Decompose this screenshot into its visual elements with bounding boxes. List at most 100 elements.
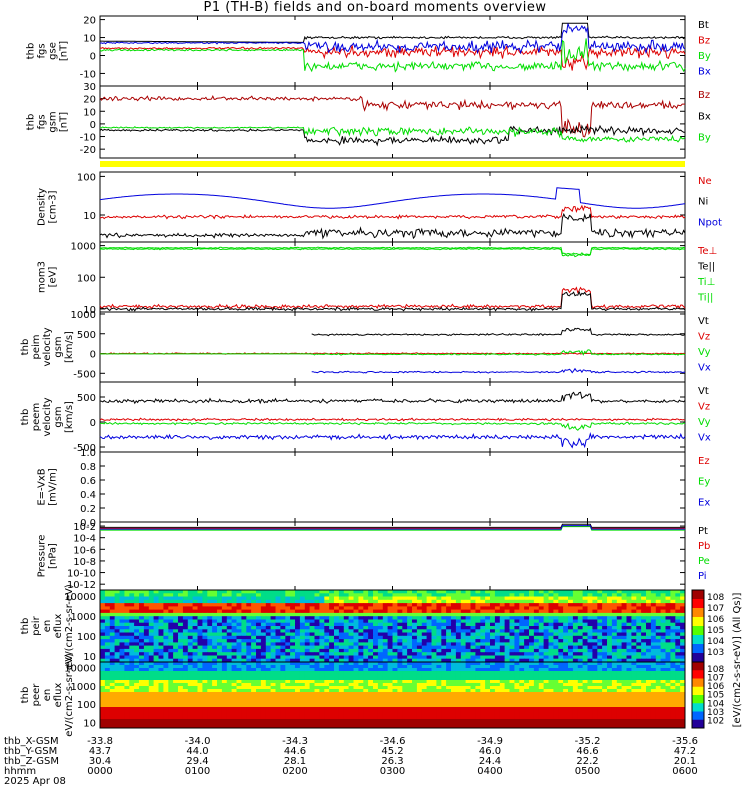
legend-entry: Npot bbox=[698, 217, 722, 228]
y-tick-label: 1000 bbox=[71, 682, 96, 693]
panel-10: thbpeerenefluxeV/(cm2-s-sr-eV)10000 1000 1… bbox=[20, 653, 724, 737]
y-tick-label: 0 bbox=[90, 350, 96, 361]
panel-3: Density[cm-3] 100 10 Ne Ni Npot bbox=[37, 171, 722, 243]
colorbar-segment bbox=[692, 662, 704, 671]
y-tick-label: 10-4 bbox=[73, 534, 96, 545]
legend-entry: Te|| bbox=[697, 262, 715, 273]
y-tick-label: 0.6 bbox=[80, 476, 96, 487]
y-tick-label: 10-2 bbox=[73, 522, 96, 533]
colorbar-unit-label: [eV/(cm2-s-sr-eV)] (All Qs)] bbox=[732, 592, 743, 727]
panel-frame bbox=[99, 451, 686, 523]
legend-entry: Ne bbox=[698, 176, 712, 187]
y-tick-label: 10-8 bbox=[73, 557, 96, 568]
y-tick-label: 0.0 bbox=[80, 518, 96, 529]
legend-entry: Pb bbox=[698, 541, 710, 552]
colorbar-segment bbox=[692, 617, 704, 627]
y-tick-label: -10 bbox=[80, 69, 96, 80]
y-axis-label: thbfgsgse[nT] bbox=[26, 41, 70, 61]
panel-frame bbox=[99, 171, 686, 243]
y-tick-label: 10000 bbox=[64, 664, 96, 675]
y-tick-label: -10 bbox=[80, 133, 96, 144]
time-axis-value: 0100 bbox=[185, 766, 210, 777]
date-label: 2025 Apr 08 bbox=[4, 776, 66, 787]
colorbar-segment bbox=[692, 703, 704, 712]
legend-entry: Ex bbox=[698, 497, 710, 508]
colorbar-tick-label: 103 bbox=[707, 708, 724, 718]
legend-entry: Pi bbox=[698, 571, 707, 582]
series-line bbox=[100, 523, 685, 528]
y-tick-label: 20 bbox=[83, 95, 96, 106]
legend-entry: By bbox=[698, 133, 711, 144]
colorbar-tick-label: 102 bbox=[707, 716, 724, 726]
legend-entry: Vz bbox=[698, 402, 710, 413]
time-axis-value: -35.2 bbox=[575, 736, 601, 747]
series-line bbox=[99, 247, 686, 258]
colorbar-tick-label: 105 bbox=[707, 626, 724, 636]
colorbar-tick-label: 106 bbox=[707, 682, 724, 692]
legend-entry: Vt bbox=[698, 316, 709, 327]
panel-5: thbpeimvelocitygsm[km/s] 1000 500 0 -500 Vt Vz… bbox=[20, 310, 711, 383]
time-axis-value: 29.4 bbox=[186, 756, 208, 767]
y-tick-label: 10 bbox=[83, 211, 96, 222]
legend-entry: Vz bbox=[698, 332, 710, 343]
colorbar-segment bbox=[692, 695, 704, 704]
time-axis-value: 24.4 bbox=[479, 756, 501, 767]
time-axis-row-label: thb_Z-GSM bbox=[4, 756, 59, 767]
time-axis-value: 45.2 bbox=[381, 746, 403, 757]
series-line bbox=[99, 95, 686, 138]
series-line bbox=[99, 421, 686, 431]
time-axis-row-label: thb_Y-GSM bbox=[4, 746, 57, 757]
colorbar-tick-label: 104 bbox=[707, 637, 724, 647]
time-axis-value: 0400 bbox=[477, 766, 502, 777]
y-tick-label: 10-12 bbox=[67, 580, 96, 591]
colorbar-segment bbox=[692, 644, 704, 654]
y-tick-label: 1000 bbox=[71, 242, 96, 253]
time-axis-value: 43.7 bbox=[89, 746, 111, 757]
time-axis-value: -34.9 bbox=[477, 736, 503, 747]
y-tick-label: 500 bbox=[77, 330, 96, 341]
time-axis-value: 0000 bbox=[87, 766, 112, 777]
y-tick-label: 0 bbox=[90, 120, 96, 131]
y-tick-label: 1000 bbox=[71, 612, 96, 623]
time-axis-value: -34.0 bbox=[185, 736, 211, 747]
y-tick-label: 0.8 bbox=[80, 462, 96, 473]
legend-entry: Vx bbox=[698, 363, 711, 374]
y-axis-label: thbpeimvelocitygsm[km/s] bbox=[20, 327, 75, 366]
y-tick-label: 0.4 bbox=[80, 490, 96, 501]
colorbar-segment bbox=[692, 711, 704, 721]
legend-entry: Ti|| bbox=[697, 293, 713, 304]
colorbar-tick-label: 103 bbox=[707, 648, 724, 658]
legend-entry: Bx bbox=[698, 67, 711, 78]
time-axis-value: 0200 bbox=[282, 766, 307, 777]
time-axis-row-label: thb_X-GSM bbox=[4, 736, 59, 747]
y-tick-label: 10 bbox=[83, 107, 96, 118]
y-tick-label: -500 bbox=[73, 443, 96, 454]
series-line bbox=[99, 286, 686, 310]
legend-entry: Vy bbox=[698, 417, 711, 428]
legend-entry: Ey bbox=[698, 477, 710, 488]
legend-entry: Ti⊥ bbox=[697, 277, 715, 288]
y-tick-label: 10 bbox=[83, 34, 96, 45]
series-line bbox=[311, 367, 686, 374]
time-axis-value: 47.2 bbox=[674, 746, 696, 757]
time-axis-row-label: hhmm bbox=[4, 766, 36, 777]
time-axis-value: 0600 bbox=[672, 766, 697, 777]
colorbar-tick-label: 108 bbox=[707, 665, 724, 675]
series-line bbox=[99, 187, 686, 209]
colorbar-segment bbox=[692, 719, 704, 729]
legend-entry: By bbox=[698, 51, 711, 62]
time-axis-value: 44.6 bbox=[284, 746, 306, 757]
colorbar-tick-label: 106 bbox=[707, 615, 724, 625]
colorbar-segment bbox=[692, 599, 704, 609]
legend-entry: Vt bbox=[698, 386, 709, 397]
series-line bbox=[99, 417, 686, 422]
series-line bbox=[99, 23, 686, 55]
legend-entry: Bz bbox=[698, 90, 710, 101]
panel-6: thbpeemvelocitygsm[km/s]500 0 -500 Vt Vz Vy Vx bbox=[20, 381, 711, 454]
y-tick-label: 500 bbox=[77, 393, 96, 404]
legend-entry: Te⊥ bbox=[697, 246, 717, 257]
colorbar-segment bbox=[692, 626, 704, 636]
y-axis-label: thbpeirenefluxeV/(cm2-s-sr-eV) bbox=[20, 584, 75, 668]
y-tick-label: 100 bbox=[77, 700, 96, 711]
